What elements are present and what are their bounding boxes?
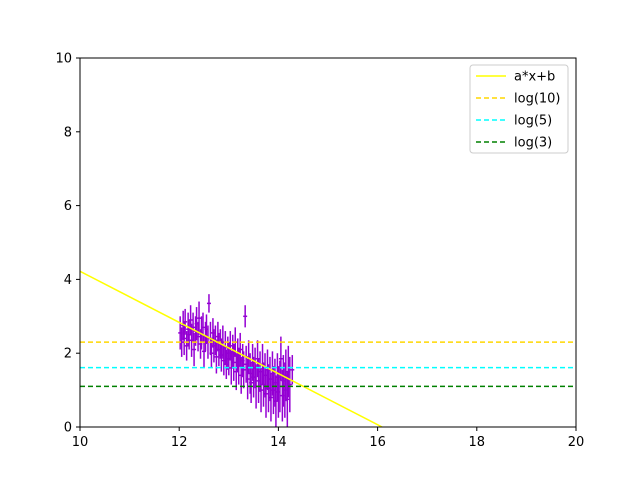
data-point [268,373,273,422]
data-point [238,332,243,367]
x-tick-label: 10 [72,435,89,450]
x-tick-label: 14 [270,435,287,450]
data-point [209,338,214,368]
data-point [228,331,233,361]
data-point [243,305,248,328]
data-point [264,369,268,418]
data-point [259,367,264,413]
legend-label-fit: a*x+b [514,70,555,85]
y-tick-label: 0 [64,421,72,436]
data-point [241,351,246,389]
legend: a*x+b log(10) log(5) log(3) [469,64,569,154]
x-tick-label: 16 [369,435,386,450]
y-tick-label: 2 [64,347,72,362]
data-point [290,355,295,385]
legend-label-log10: log(10) [514,92,561,107]
data-point [201,312,205,343]
data-point [278,336,283,381]
x-tick-label: 12 [171,435,188,450]
data-point [197,301,202,335]
series-line-0 [80,270,383,427]
x-tick-label: 20 [568,435,585,450]
y-tick-label: 6 [64,199,72,214]
data-point [285,371,290,427]
y-tick-label: 10 [55,52,72,67]
data-point [287,356,292,413]
data-point [192,332,197,367]
legend-label-log5: log(5) [514,114,552,129]
x-tick-label: 18 [469,435,486,450]
plot-frame [79,57,577,428]
data-point [191,312,196,343]
axis-ticks: 10 12 14 16 18 20 0 2 4 6 8 10 [55,52,584,451]
y-tick-label: 4 [64,273,72,288]
data-point [196,321,201,352]
data-point [206,294,211,313]
legend-label-log3: log(3) [514,136,552,151]
data-point [183,308,188,335]
data-point [249,362,254,404]
y-tick-label: 8 [64,125,72,140]
data-point [182,321,187,356]
data-point [245,358,250,400]
data-layer [80,270,576,427]
legend-box [469,64,569,154]
data-point [188,305,193,335]
